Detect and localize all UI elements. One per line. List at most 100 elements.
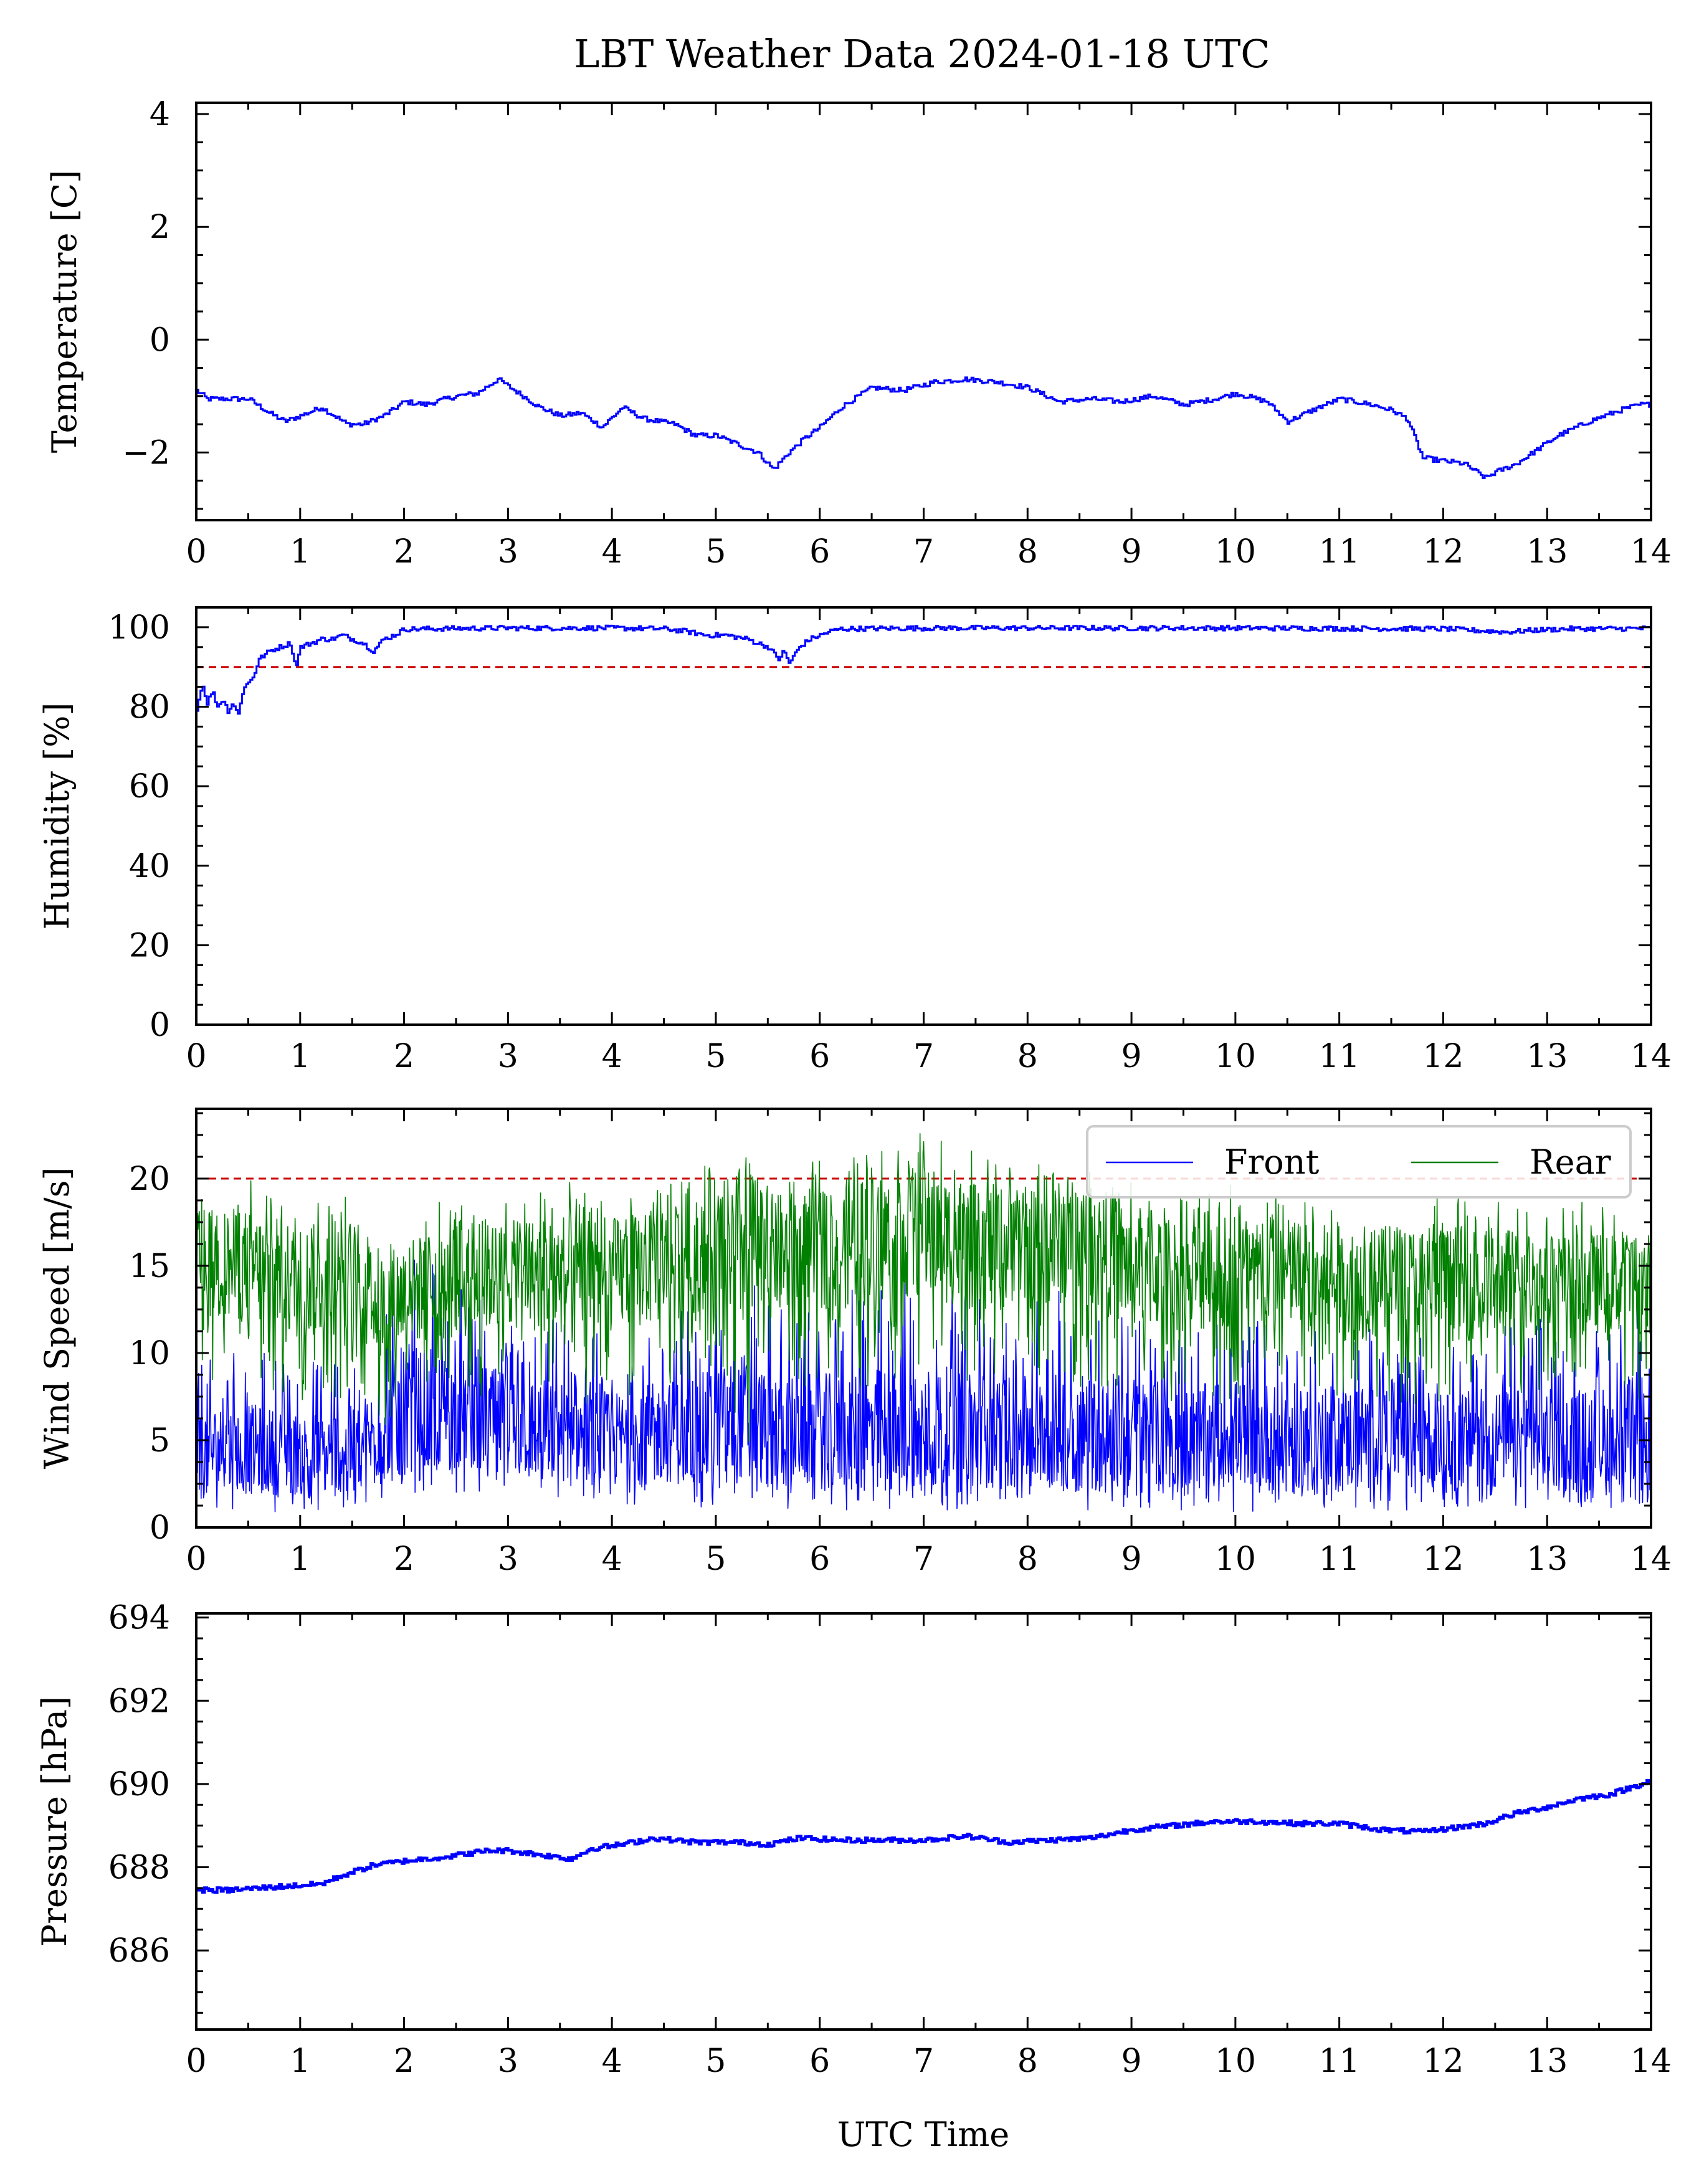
wind-x-tick-label: 14 <box>1630 1541 1672 1578</box>
temperature-x-tick-label: 5 <box>705 533 726 571</box>
humidity-x-tick-label: 3 <box>498 1038 518 1075</box>
humidity-plot-area <box>196 624 1651 715</box>
wind-legend: Front Rear <box>1086 1125 1632 1199</box>
humidity-x-tick-label: 11 <box>1319 1038 1360 1075</box>
wind-y-axis-label: Wind Speed [m/s] <box>37 1167 77 1469</box>
pressure-x-tick-label: 2 <box>394 2043 414 2080</box>
humidity-x-tick-label: 14 <box>1630 1038 1672 1075</box>
wind-series-front-line <box>196 1260 1651 1512</box>
temperature-x-tick-label: 12 <box>1422 533 1464 571</box>
temperature-x-tick-label: 8 <box>1017 533 1038 571</box>
wind-x-tick-label: 11 <box>1319 1541 1360 1578</box>
humidity-x-tick-label: 0 <box>186 1038 206 1075</box>
wind-y-tick-label: 20 <box>129 1161 170 1198</box>
pressure-x-tick-label: 3 <box>498 2043 518 2080</box>
temperature-plot-area <box>196 376 1651 479</box>
pressure-y-tick-label: 686 <box>108 1932 170 1970</box>
temperature-y-tick-label: 4 <box>150 96 170 133</box>
pressure-x-tick-label: 13 <box>1526 2043 1568 2080</box>
pressure-x-tick-label: 14 <box>1630 2043 1672 2080</box>
humidity-panel: 0 1 2 3 4 5 6 7 8 9 10 11 12 13 14020406080100Humidity… <box>37 606 1672 1075</box>
temperature-x-tick-label: 2 <box>394 533 414 571</box>
humidity-x-tick-label: 12 <box>1422 1038 1464 1075</box>
temperature-x-tick-label: 14 <box>1630 533 1672 571</box>
legend-rear-label: Rear <box>1530 1142 1611 1182</box>
temperature-x-tick-label: 0 <box>186 533 206 571</box>
pressure-x-tick-label: 1 <box>290 2043 310 2080</box>
pressure-x-tick-label: 12 <box>1422 2043 1464 2080</box>
pressure-panel: 0 1 2 3 4 5 6 7 8 9 10 11 12 13 14686688690692694Press… <box>35 1600 1672 2080</box>
temperature-y-axis-label: Temperature [C] <box>45 170 84 453</box>
humidity-y-axis-label: Humidity [%] <box>37 702 77 929</box>
humidity-x-tick-label: 6 <box>809 1038 830 1075</box>
pressure-x-tick-label: 0 <box>186 2043 206 2080</box>
wind-y-tick-label: 10 <box>129 1335 170 1372</box>
wind-y-tick-label: 0 <box>150 1509 170 1547</box>
humidity-x-tick-label: 1 <box>290 1038 310 1075</box>
temperature-x-tick-label: 9 <box>1121 533 1142 571</box>
pressure-y-axis-label: Pressure [hPa] <box>35 1696 74 1947</box>
legend-front-label: Front <box>1224 1142 1320 1182</box>
humidity-y-tick-label: 80 <box>129 689 170 726</box>
wind-x-tick-label: 13 <box>1526 1541 1568 1578</box>
wind-x-tick-label: 7 <box>913 1541 934 1578</box>
temperature-x-tick-label: 4 <box>602 533 622 571</box>
wind-series-rear-line <box>196 1133 1651 1442</box>
pressure-y-tick-label: 688 <box>108 1849 170 1886</box>
wind-y-tick-label: 5 <box>150 1422 170 1460</box>
temperature-x-tick-label: 7 <box>913 533 934 571</box>
humidity-x-tick-label: 8 <box>1017 1038 1038 1075</box>
humidity-x-tick-label: 5 <box>705 1038 726 1075</box>
humidity-y-tick-label: 0 <box>150 1007 170 1044</box>
humidity-y-tick-label: 20 <box>129 927 170 964</box>
wind-x-tick-label: 6 <box>809 1541 830 1578</box>
wind-x-tick-label: 9 <box>1121 1541 1142 1578</box>
pressure-y-tick-label: 690 <box>108 1766 170 1803</box>
temperature-x-tick-label: 10 <box>1215 533 1256 571</box>
humidity-x-tick-label: 2 <box>394 1038 414 1075</box>
humidity-y-tick-label: 60 <box>129 768 170 805</box>
pressure-x-tick-label: 8 <box>1017 2043 1038 2080</box>
pressure-y-tick-label: 694 <box>108 1600 170 1637</box>
pressure-y-tick-label: 692 <box>108 1683 170 1720</box>
humidity-y-tick-label: 40 <box>129 848 170 885</box>
wind-x-tick-label: 2 <box>394 1541 414 1578</box>
pressure-x-tick-label: 11 <box>1319 2043 1360 2080</box>
temperature-x-tick-label: 6 <box>809 533 830 571</box>
pressure-x-tick-label: 5 <box>705 2043 726 2080</box>
temperature-y-tick-label: 2 <box>150 209 170 246</box>
humidity-x-tick-label: 10 <box>1215 1038 1256 1075</box>
temperature-x-tick-label: 1 <box>290 533 310 571</box>
wind-x-tick-label: 12 <box>1422 1541 1464 1578</box>
temperature-x-tick-label: 11 <box>1319 533 1360 571</box>
pressure-plot-area <box>196 1778 1651 1894</box>
pressure-x-tick-label: 4 <box>602 2043 622 2080</box>
pressure-x-tick-label: 9 <box>1121 2043 1142 2080</box>
wind-x-tick-label: 8 <box>1017 1541 1038 1578</box>
chart-title: LBT Weather Data 2024-01-18 UTC <box>574 31 1270 77</box>
pressure-x-tick-label: 10 <box>1215 2043 1256 2080</box>
pressure-series-line <box>196 1778 1651 1894</box>
temperature-x-tick-label: 13 <box>1526 533 1568 571</box>
humidity-x-tick-label: 9 <box>1121 1038 1142 1075</box>
wind-x-tick-label: 1 <box>290 1541 310 1578</box>
x-axis-label: UTC Time <box>837 2115 1009 2154</box>
temperature-x-tick-label: 3 <box>498 533 518 571</box>
temperature-series-line <box>196 376 1651 479</box>
humidity-series-line <box>196 624 1651 715</box>
wind-x-tick-label: 5 <box>705 1541 726 1578</box>
wind-x-tick-label: 0 <box>186 1541 206 1578</box>
wind-x-tick-label: 3 <box>498 1541 518 1578</box>
humidity-x-tick-label: 7 <box>913 1038 934 1075</box>
pressure-x-tick-label: 7 <box>913 2043 934 2080</box>
humidity-y-tick-label: 100 <box>108 609 170 647</box>
wind-x-tick-label: 4 <box>602 1541 622 1578</box>
pressure-x-tick-label: 6 <box>809 2043 830 2080</box>
humidity-x-tick-label: 4 <box>602 1038 622 1075</box>
temperature-y-tick-label: 0 <box>150 321 170 359</box>
